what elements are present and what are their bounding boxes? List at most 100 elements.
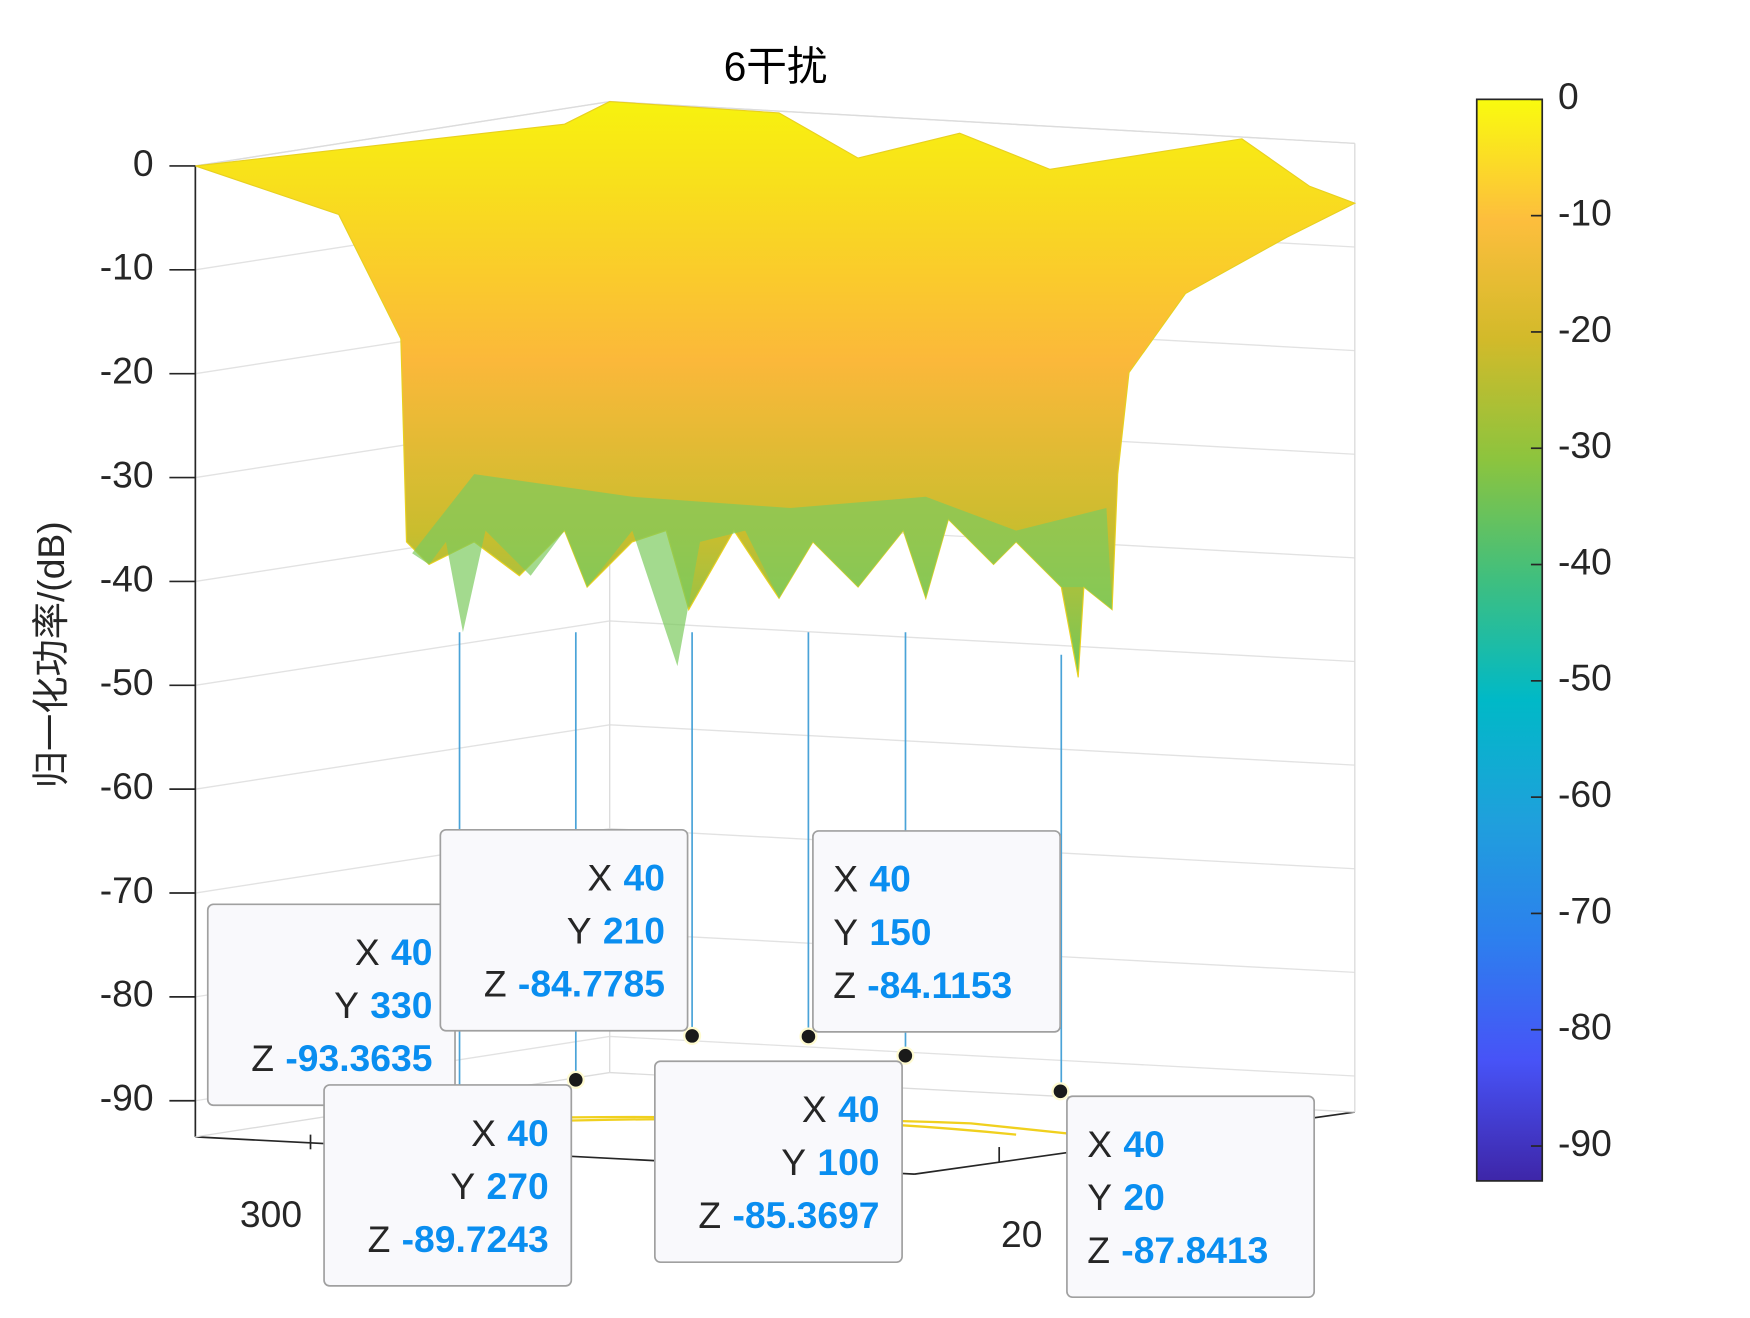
datatip-box <box>654 1060 903 1264</box>
datatip-row: Y 330 <box>334 984 432 1026</box>
datatip-row: Y 270 <box>450 1165 548 1207</box>
datatip: X 40 Y 100 Z -85.3697 <box>654 1060 903 1264</box>
datatip-value: -85.3697 <box>732 1194 879 1236</box>
chart-title: 6干扰 <box>724 44 828 90</box>
datatip-key: X <box>471 1112 496 1154</box>
datatip-row: Z -87.8413 <box>1087 1229 1268 1271</box>
datatip-box <box>812 830 1061 1033</box>
datatip-point <box>799 1027 818 1046</box>
datatip-key: Y <box>1087 1176 1112 1218</box>
datatip-row: Y 210 <box>567 910 665 952</box>
colorbar-tick-label: -30 <box>1558 424 1612 466</box>
datatip-value: 40 <box>1123 1123 1164 1165</box>
datatip: X 40 Y 20 Z -87.8413 <box>1066 1095 1316 1299</box>
datatip-key: X <box>833 858 858 900</box>
datatip-row: Z -93.3635 <box>251 1037 432 1079</box>
x-tick-fragment: 20 <box>1001 1213 1042 1255</box>
datatip-point <box>896 1046 915 1065</box>
datatip-value: 270 <box>487 1165 549 1207</box>
grid-line <box>195 620 1355 686</box>
datatip: X 40 Y 330 Z -93.3635 <box>206 903 456 1107</box>
colorbar-tick-label: -40 <box>1558 540 1612 582</box>
datatip-row: Y 150 <box>833 911 931 953</box>
x-tick-fragment: 300 <box>240 1193 302 1235</box>
grid-line <box>195 827 1355 894</box>
datatip-key: Y <box>781 1141 806 1183</box>
datatip-value: -87.8413 <box>1121 1229 1268 1271</box>
datatip-row: X 40 <box>833 858 911 900</box>
datatip-key: Y <box>833 911 858 953</box>
datatip-point <box>1051 1082 1070 1101</box>
datatip-row: Z -84.1153 <box>833 964 1012 1006</box>
datatip-row: Y 100 <box>781 1141 879 1183</box>
grid-line <box>195 724 1355 790</box>
datatip-row: Z -89.7243 <box>368 1218 549 1260</box>
datatip-row: Z -85.3697 <box>698 1194 879 1236</box>
z-tick-label: -50 <box>100 661 154 703</box>
datatip-value: 40 <box>838 1088 879 1130</box>
datatip-box <box>439 828 689 1032</box>
colorbar-tick-label: -70 <box>1558 889 1612 931</box>
datatip-row: X 40 <box>587 856 665 898</box>
z-tick-label: -80 <box>100 973 154 1015</box>
z-tick-label: -40 <box>100 557 154 599</box>
colorbar-tick-label: 0 <box>1558 75 1579 117</box>
datatip-value: -84.7785 <box>518 963 665 1005</box>
datatip-value: 100 <box>817 1141 879 1183</box>
datatip-value: 210 <box>603 910 665 952</box>
z-tick-label: -30 <box>100 453 154 495</box>
colorbar-tick-label: -20 <box>1558 308 1612 350</box>
datatip-key: Z <box>833 964 856 1006</box>
datatip: X 40 Y 210 Z -84.7785 <box>439 828 689 1032</box>
datatip-key: X <box>802 1088 827 1130</box>
colorbar-tick-label: -50 <box>1558 657 1612 699</box>
z-tick-label: -70 <box>100 869 154 911</box>
datatip-row: X 40 <box>355 931 433 973</box>
datatip-key: Z <box>484 963 507 1005</box>
colorbar-tick-label: -80 <box>1558 1006 1612 1048</box>
datatip-value: -93.3635 <box>285 1037 432 1079</box>
datatips: X 40 Y 330 Z -93.3635 X 40 Y 270 Z -89.7243 X 40 Y 210 Z… <box>206 828 1316 1299</box>
z-axis-label: 归一化功率/(dB) <box>30 521 72 788</box>
datatip-row: X 40 <box>802 1088 880 1130</box>
datatip-value: 40 <box>391 931 432 973</box>
datatip-value: 40 <box>624 856 665 898</box>
datatip-key: Y <box>334 984 359 1026</box>
datatip-value: 20 <box>1123 1176 1164 1218</box>
colorbar-tick-label: -60 <box>1558 773 1612 815</box>
datatip-value: 40 <box>507 1112 548 1154</box>
datatip-value: 330 <box>370 984 432 1026</box>
datatip-value: 40 <box>869 858 910 900</box>
z-tick-label: -20 <box>100 350 154 392</box>
datatip: X 40 Y 150 Z -84.1153 <box>812 830 1061 1033</box>
colorbar-tick-label: -90 <box>1558 1122 1612 1164</box>
colorbar <box>1475 98 1544 1182</box>
datatip-value: 150 <box>869 911 931 953</box>
datatip-point <box>683 1026 702 1045</box>
datatip-key: Y <box>567 910 592 952</box>
datatip-row: Y 20 <box>1087 1176 1165 1218</box>
datatip-value: -84.1153 <box>867 964 1012 1006</box>
datatip-row: Z -84.7785 <box>484 963 665 1005</box>
z-tick-label: -10 <box>100 246 154 288</box>
colorbar-tick-label: -10 <box>1558 191 1612 233</box>
datatip-key: X <box>355 931 380 973</box>
datatip-key: Z <box>251 1037 274 1079</box>
datatip-box <box>323 1084 573 1287</box>
datatip-key: Y <box>450 1165 475 1207</box>
z-tick-label: -60 <box>100 765 154 807</box>
datatip-key: Z <box>698 1194 721 1236</box>
z-tick-label: -90 <box>100 1077 154 1119</box>
datatip-value: -89.7243 <box>402 1218 549 1260</box>
datatip-key: X <box>587 856 612 898</box>
z-tick-label: 0 <box>133 142 154 184</box>
datatip-key: Z <box>1087 1229 1110 1271</box>
datatip-key: X <box>1087 1123 1112 1165</box>
datatip-row: X 40 <box>471 1112 549 1154</box>
datatip-point <box>566 1070 585 1089</box>
datatip-box <box>1066 1095 1316 1299</box>
datatip: X 40 Y 270 Z -89.7243 <box>323 1084 573 1287</box>
datatip-row: X 40 <box>1087 1123 1165 1165</box>
datatip-key: Z <box>368 1218 391 1260</box>
